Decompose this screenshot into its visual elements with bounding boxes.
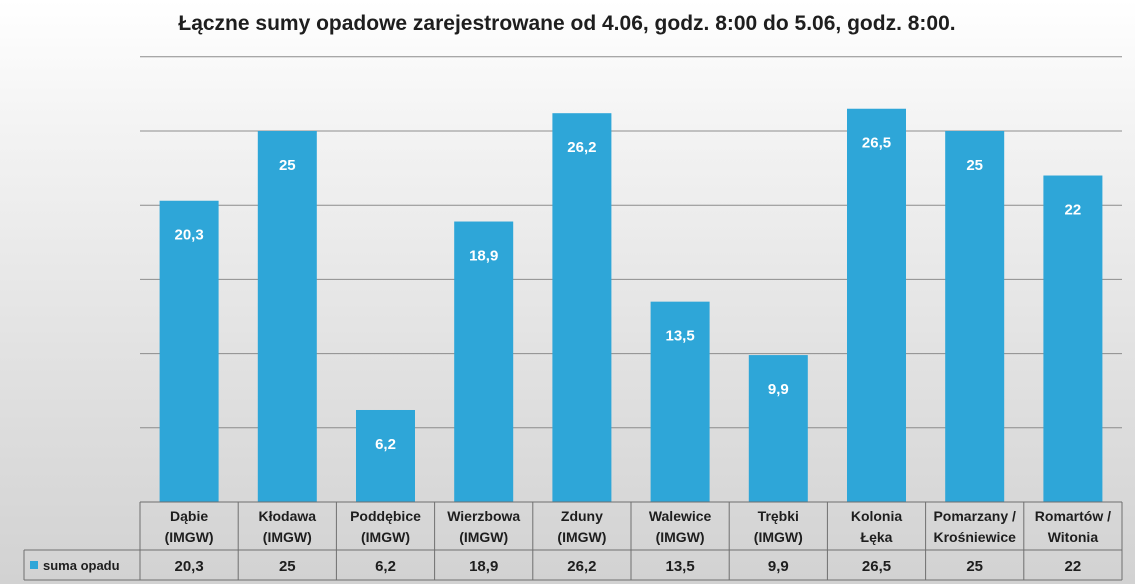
- bar: [356, 409, 415, 502]
- bar-value-label: 26,5: [862, 135, 891, 152]
- data-table: Dąbie (IMGW) 20,3 Kłodawa (IMGW) 25 Poddębice(…: [23, 501, 1123, 581]
- table-value: 22: [1065, 558, 1082, 575]
- bar-value-label: 18,9: [469, 248, 498, 265]
- legend-label: suma opadu: [43, 558, 120, 573]
- category-label: Dąbie (IMGW): [165, 508, 214, 545]
- bar-value-label: 20,3: [174, 227, 203, 244]
- bar: [159, 200, 219, 503]
- bar-value-label: 6,2: [375, 436, 396, 453]
- table-value: 18,9: [469, 558, 498, 575]
- category-label: Kolonia Łęka: [851, 508, 903, 545]
- table-value: 13,5: [665, 558, 694, 575]
- category-label: Pomarzany / Krośniewice: [933, 508, 1016, 545]
- bar: [1043, 175, 1103, 502]
- table-value: 25: [966, 558, 983, 575]
- bar: [945, 131, 1005, 502]
- bar-value-label: 13,5: [665, 328, 694, 345]
- bar-value-label: 26,2: [567, 139, 596, 156]
- category-label: Wierzbowa (IMGW): [447, 508, 520, 545]
- table-value: 20,3: [174, 558, 203, 575]
- bar-value-label: 25: [279, 157, 296, 174]
- bar: [454, 221, 514, 503]
- bar-value-label: 22: [1065, 202, 1082, 219]
- chart-title: Łączne sumy opadowe zarejestrowane od 4.…: [178, 12, 955, 35]
- bar-value-label: 25: [966, 157, 983, 174]
- category-label: Poddębice (IMGW): [350, 508, 421, 545]
- legend-swatch: [30, 561, 38, 569]
- table-value: 9,9: [768, 558, 789, 575]
- bar: [847, 108, 906, 503]
- category-label: Zduny (IMGW): [557, 508, 606, 545]
- category-label: Walewice (IMGW): [649, 508, 712, 545]
- bar: [257, 131, 317, 502]
- category-label: Kłodawa (IMGW): [259, 508, 317, 545]
- table-value: 25: [279, 558, 296, 575]
- table-value: 6,2: [375, 558, 396, 575]
- bar-value-label: 9,9: [768, 381, 789, 398]
- table-value: 26,5: [862, 558, 891, 575]
- bar: [552, 113, 612, 502]
- bars: 20,3 25 6,2 18,9 26,2 13,5 9,9 26,5 25 22: [159, 108, 1103, 503]
- category-label: Trębki (IMGW): [754, 508, 803, 545]
- bar: [650, 301, 710, 502]
- category-label: Romartów / Witonia: [1035, 508, 1111, 545]
- bar: [748, 355, 808, 502]
- table-value: 26,2: [567, 558, 596, 575]
